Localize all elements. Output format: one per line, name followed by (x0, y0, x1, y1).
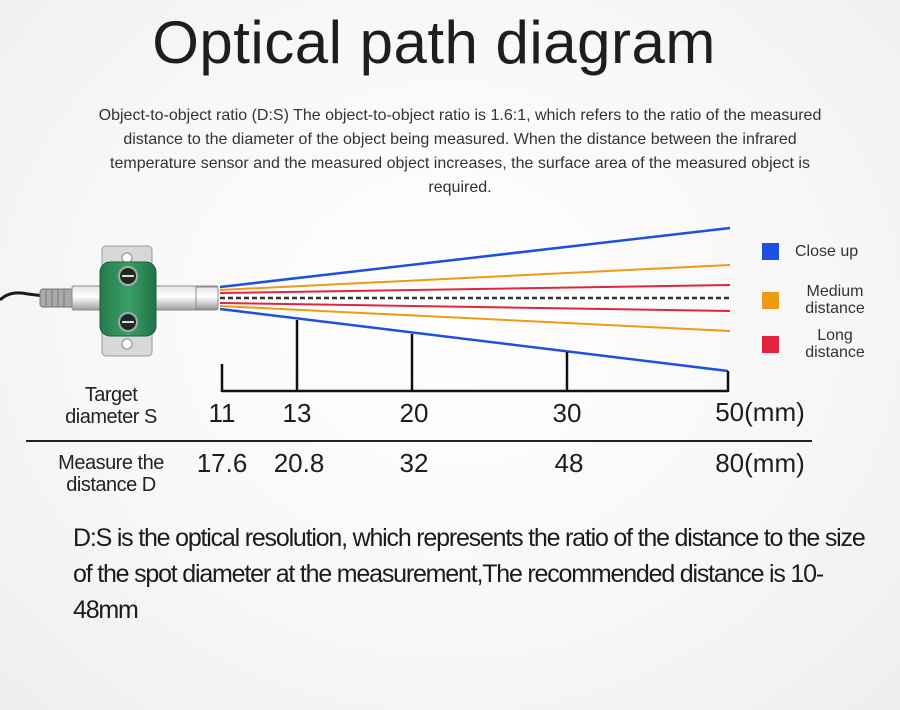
medium-beam-upper (219, 264, 731, 291)
legend-label-long-distance: Long distance (805, 327, 865, 361)
cable-gland (39, 288, 75, 308)
long-beam-upper (219, 284, 731, 294)
table-divider (26, 440, 812, 442)
distance-value-3: 32 (399, 448, 429, 478)
mounting-bracket (99, 245, 157, 357)
legend-label-close-up: Close up (795, 243, 859, 260)
distance-value-5: 80(mm) (715, 448, 805, 478)
target-value-4: 30 (552, 398, 582, 428)
target-diameter-label: Target diameter S (65, 384, 157, 428)
close-up-beam-lower (219, 307, 729, 373)
target-value-2: 13 (282, 398, 312, 428)
legend-swatch-medium-distance (762, 291, 779, 309)
legend-swatch-long-distance (762, 335, 779, 353)
target-value-5: 50(mm) (715, 397, 805, 427)
legend-swatch-close-up (762, 243, 779, 260)
distance-value-1: 17.6 (196, 448, 248, 478)
legend-item-long-distance: Long distance (762, 327, 875, 361)
sensor-cable (0, 291, 45, 302)
measure-distance-label: Measure the distance D (58, 452, 164, 496)
long-beam-lower (219, 302, 731, 312)
legend-label-medium-distance: Medium distance (805, 283, 865, 317)
intro-paragraph: Object-to-object ratio (D:S) The object-… (98, 107, 822, 196)
legend-item-close-up: Close up (762, 243, 858, 260)
distance-value-4: 48 (554, 448, 584, 478)
medium-beam-lower (219, 305, 731, 332)
target-value-3: 20 (399, 398, 429, 428)
close-up-beam-upper (219, 226, 731, 289)
legend-item-medium-distance: Medium distance (762, 283, 875, 317)
page-title: Optical path diagram (152, 9, 716, 76)
optical-resolution-note: D:S is the optical resolution, which rep… (73, 524, 866, 624)
target-value-1: 11 (208, 398, 236, 428)
distance-value-2: 20.8 (273, 448, 325, 478)
